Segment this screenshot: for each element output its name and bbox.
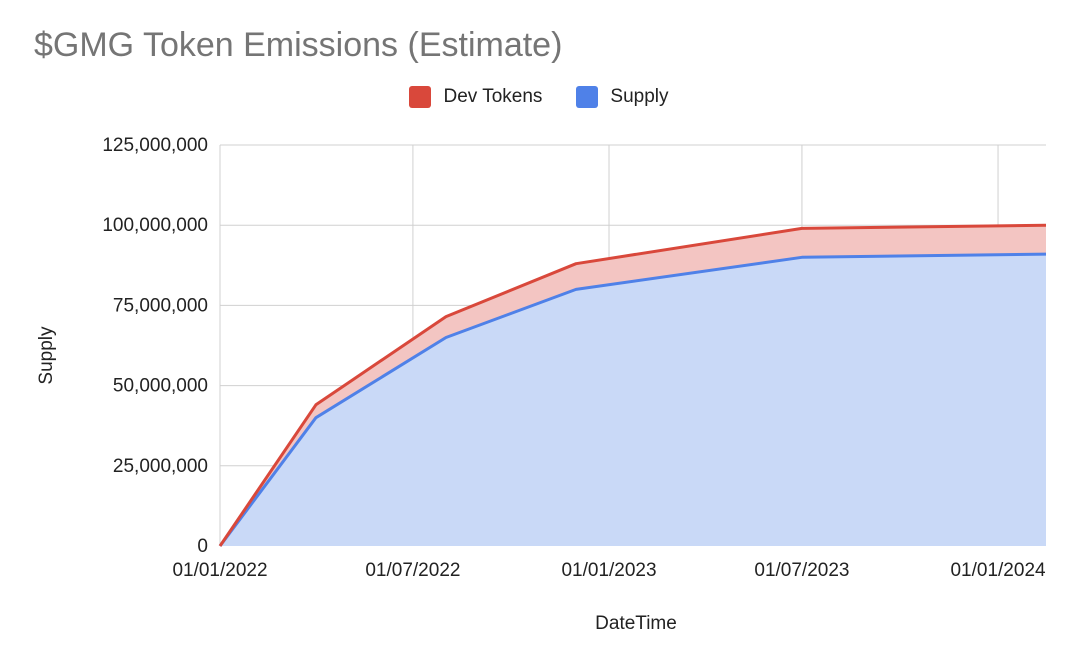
legend-swatch-dev-tokens: [409, 86, 432, 108]
y-tick-label: 25,000,000: [113, 456, 208, 477]
x-tick-label: 01/01/2024: [950, 560, 1046, 581]
legend-item-supply[interactable]: Supply: [576, 86, 669, 108]
x-tick-label: 01/01/2022: [172, 560, 267, 581]
series-lines: [218, 223, 1047, 547]
legend-swatch-supply: [576, 86, 599, 108]
legend-item-dev-tokens[interactable]: Dev Tokens: [409, 86, 542, 108]
y-tick-label: 75,000,000: [113, 295, 208, 316]
x-axis-title: DateTime: [595, 613, 677, 634]
legend: Dev Tokens Supply: [0, 86, 1078, 108]
line-dev-tokens: [218, 223, 1047, 547]
y-axis-title: Supply: [36, 326, 57, 385]
legend-label-dev-tokens: Dev Tokens: [443, 86, 543, 107]
area-supply: [220, 254, 1046, 546]
y-tick-label: 0: [197, 536, 208, 557]
x-tick-label: 01/07/2023: [754, 560, 849, 581]
y-tick-label: 100,000,000: [102, 215, 208, 236]
x-tick-label: 01/07/2022: [365, 560, 460, 581]
y-tick-labels: 0 25,000,000 50,000,000 75,000,000 100,000,0…: [102, 135, 208, 557]
x-tick-labels: 01/01/2022 01/07/2022 01/01/2023 01/07/2023…: [172, 560, 1046, 581]
line-supply: [218, 252, 1047, 547]
y-tick-label: 50,000,000: [113, 376, 208, 397]
legend-label-supply: Supply: [610, 86, 669, 107]
areas: [220, 225, 1046, 546]
x-tick-label: 01/01/2023: [561, 560, 656, 581]
y-tick-label: 125,000,000: [102, 135, 208, 156]
chart-title: $GMG Token Emissions (Estimate): [34, 26, 563, 64]
